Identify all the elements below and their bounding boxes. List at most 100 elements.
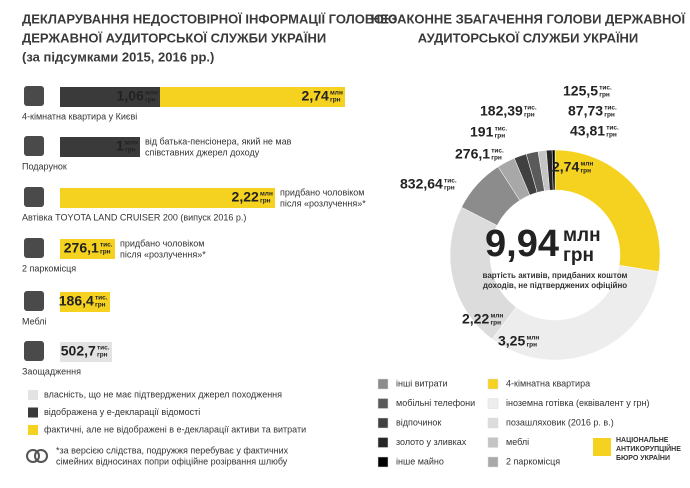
legend-label: інше майно bbox=[396, 456, 444, 466]
value-label: 182,39 bbox=[480, 103, 523, 119]
donut-segment bbox=[491, 265, 659, 361]
chart-title: АУДИТОРСЬКОЇ СЛУЖБИ УКРАЇНИ bbox=[418, 30, 639, 45]
item-label: Меблі bbox=[22, 316, 47, 326]
value-unit: грн bbox=[444, 185, 455, 192]
logo-text: НАЦІОНАЛЬНЕ bbox=[616, 437, 669, 444]
item-label: Автівка TOYOTA LAND CRUISER 200 (випуск … bbox=[22, 212, 246, 222]
value-label: 43,81 bbox=[570, 123, 605, 139]
item-note: після «розлучення»* bbox=[280, 198, 366, 208]
legend-label: 4-кімнатна квартира bbox=[506, 378, 590, 388]
value-label: 87,73 bbox=[568, 103, 603, 119]
value-unit: грн bbox=[260, 198, 271, 205]
value-unit: тис. bbox=[95, 295, 108, 302]
value-label: 125,5 bbox=[563, 83, 598, 99]
item-label: Подарунок bbox=[22, 161, 67, 171]
total-unit: млн bbox=[563, 225, 601, 246]
bar bbox=[60, 292, 110, 312]
value-unit: грн bbox=[606, 132, 617, 139]
value-unit: грн bbox=[95, 302, 106, 309]
legend-label: мобільні телефони bbox=[396, 398, 475, 408]
value-unit: тис. bbox=[97, 345, 110, 352]
item-note: від батька-пенсіонера, який не мав bbox=[145, 136, 292, 146]
total-value: 9,94 bbox=[485, 223, 559, 265]
value-unit: тис. bbox=[100, 242, 113, 249]
rings-icon bbox=[34, 449, 48, 463]
value-unit: грн bbox=[125, 147, 136, 154]
value-label: 186,4 bbox=[59, 293, 94, 309]
value-unit: тис. bbox=[524, 105, 537, 112]
value-unit: грн bbox=[524, 112, 535, 119]
value-label: 191 bbox=[470, 124, 494, 140]
value-unit: тис. bbox=[606, 125, 619, 132]
item-note: співставних джерел доходу bbox=[145, 147, 260, 157]
legend-label: власність, що не має підтверджених джере… bbox=[44, 389, 282, 399]
value-unit: млн bbox=[580, 161, 593, 168]
bar bbox=[60, 188, 275, 208]
total-unit: грн bbox=[563, 245, 594, 266]
value-unit: грн bbox=[495, 133, 506, 140]
legend-label: іноземна готівка (еквівалент у грн) bbox=[506, 398, 650, 408]
value-unit: грн bbox=[490, 320, 501, 327]
legend-swatch bbox=[28, 407, 38, 418]
value-unit: тис. bbox=[599, 85, 612, 92]
bar bbox=[160, 87, 345, 107]
value-unit: грн bbox=[145, 97, 156, 104]
value-unit: млн bbox=[125, 140, 138, 147]
legend-swatch bbox=[377, 417, 389, 429]
item-label: 4-кімнатна квартира у Києві bbox=[22, 111, 137, 121]
value-label: 502,7 bbox=[61, 343, 96, 359]
value-label: 1,06 bbox=[117, 88, 144, 104]
legend-swatch bbox=[377, 378, 389, 390]
value-unit: млн bbox=[260, 191, 273, 198]
chart-title: НЕЗАКОННЕ ЗБАГАЧЕННЯ ГОЛОВИ ДЕРЖАВНОЇ bbox=[371, 11, 686, 26]
item-label: Заощадження bbox=[22, 366, 81, 376]
icon bbox=[24, 238, 44, 258]
legend-label: золото у зливках bbox=[396, 437, 467, 447]
value-unit: млн bbox=[145, 90, 158, 97]
value-label: 2,74 bbox=[302, 88, 329, 104]
value-unit: тис. bbox=[491, 148, 504, 155]
total-note: доходів, не підтверджених офіційно bbox=[483, 281, 627, 290]
total-note: вартість активів, придбаних коштом bbox=[483, 271, 628, 280]
legend-swatch bbox=[487, 437, 499, 448]
value-unit: грн bbox=[97, 352, 108, 359]
icon bbox=[24, 187, 44, 207]
value-label: 2,22 bbox=[232, 189, 259, 205]
item-note: після «розлучення»* bbox=[120, 249, 206, 259]
logo-mark bbox=[593, 438, 611, 456]
logo-text: БЮРО УКРАЇНИ bbox=[616, 454, 670, 462]
legend-swatch bbox=[487, 378, 499, 390]
value-label: 832,64 bbox=[400, 176, 443, 192]
legend-swatch bbox=[377, 437, 389, 448]
legend-label: інші витрати bbox=[396, 378, 448, 388]
item-note: придбано чоловіком bbox=[280, 187, 364, 197]
value-unit: грн bbox=[526, 342, 537, 349]
value-unit: грн bbox=[100, 249, 111, 256]
panel-title: ДЕКЛАРУВАННЯ НЕДОСТОВІРНОЇ ІНФОРМАЦІЇ ГО… bbox=[22, 11, 397, 26]
legend-swatch bbox=[28, 390, 38, 400]
icon bbox=[24, 86, 44, 106]
item-label: 2 паркомісця bbox=[22, 263, 76, 273]
value-label: 276,1 bbox=[64, 240, 99, 256]
legend-label: меблі bbox=[506, 437, 529, 447]
icon bbox=[24, 291, 44, 311]
donut-segment bbox=[551, 149, 556, 191]
value-unit: грн bbox=[491, 155, 502, 162]
value-unit: грн bbox=[599, 92, 610, 99]
bar bbox=[60, 342, 112, 362]
footnote: *за версією слідства, подружжя перебуває… bbox=[56, 445, 289, 455]
item-note: придбано чоловіком bbox=[120, 238, 204, 248]
legend-swatch bbox=[487, 398, 499, 409]
value-unit: млн bbox=[490, 313, 503, 320]
logo-text: АНТИКОРУПЦІЙНЕ bbox=[616, 444, 681, 453]
value-unit: тис. bbox=[444, 178, 457, 185]
value-label: 2,22 bbox=[462, 311, 489, 327]
legend-label: позашляховик (2016 р. в.) bbox=[506, 417, 614, 427]
legend-swatch bbox=[487, 417, 499, 429]
icon bbox=[24, 341, 44, 361]
bar bbox=[60, 87, 160, 107]
value-label: 276,1 bbox=[455, 146, 490, 162]
donut-segment bbox=[554, 149, 661, 272]
bar bbox=[60, 239, 115, 259]
rings-icon bbox=[26, 449, 40, 463]
